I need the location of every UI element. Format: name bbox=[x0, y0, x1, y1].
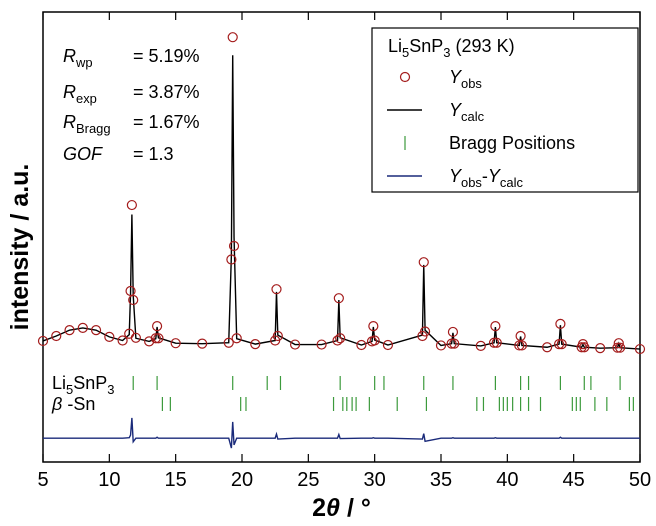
obs-point bbox=[170, 338, 181, 349]
obs-point bbox=[418, 257, 429, 268]
obs-point bbox=[332, 335, 343, 346]
x-tick-label: 35 bbox=[430, 469, 452, 491]
obs-point bbox=[335, 333, 346, 344]
obs-point bbox=[612, 342, 623, 353]
obs-point bbox=[356, 339, 367, 351]
obs-point bbox=[553, 339, 565, 350]
obs-point bbox=[226, 254, 237, 265]
obs-point bbox=[51, 330, 62, 342]
obs-point bbox=[227, 32, 238, 43]
obs-point bbox=[228, 240, 240, 252]
obs-point bbox=[223, 337, 234, 348]
obs-point bbox=[447, 326, 459, 338]
obs-point bbox=[475, 340, 486, 351]
obs-point bbox=[614, 342, 626, 353]
y-axis-label: intensity / a.u. bbox=[6, 164, 34, 331]
obs-point bbox=[153, 333, 164, 344]
phase-label: Li5SnP3 bbox=[52, 373, 115, 397]
obs-point bbox=[289, 339, 301, 350]
obs-point bbox=[316, 339, 327, 350]
obs-point bbox=[231, 333, 242, 344]
obs-point bbox=[117, 335, 128, 346]
obs-point bbox=[516, 340, 528, 351]
obs-point bbox=[104, 331, 115, 342]
x-tick-label: 45 bbox=[563, 469, 585, 491]
stat-value: = 3.87% bbox=[133, 82, 200, 102]
stat-value: = 1.3 bbox=[133, 144, 174, 164]
obs-point bbox=[491, 337, 502, 348]
legend-label: Yobs-Ycalc bbox=[449, 166, 523, 190]
obs-point bbox=[613, 338, 624, 349]
obs-point bbox=[250, 339, 261, 350]
obs-point bbox=[382, 339, 394, 351]
obs-point bbox=[514, 340, 525, 351]
plot-frame bbox=[42, 11, 641, 463]
obs-point bbox=[555, 318, 566, 329]
x-tick-label: 15 bbox=[165, 469, 187, 491]
obs-point bbox=[333, 293, 344, 304]
x-tick-label: 10 bbox=[98, 469, 120, 491]
obs-point bbox=[272, 330, 283, 342]
stat-value: = 1.67% bbox=[133, 112, 200, 132]
obs-point bbox=[130, 332, 141, 343]
obs-point bbox=[197, 338, 208, 349]
obs-point bbox=[634, 343, 646, 355]
obs-point bbox=[151, 321, 163, 332]
phase-label: β -Sn bbox=[51, 394, 95, 414]
stat-symbol: Rwp bbox=[63, 46, 93, 70]
legend-title: Li5SnP3 (293 K) bbox=[388, 36, 515, 60]
obs-point bbox=[37, 335, 49, 347]
obs-point bbox=[595, 343, 606, 354]
x-tick-label: 5 bbox=[37, 469, 48, 491]
x-tick-label: 20 bbox=[231, 469, 253, 491]
obs-point bbox=[579, 342, 590, 353]
obs-point bbox=[488, 337, 500, 348]
x-tick-label: 25 bbox=[297, 469, 319, 491]
stat-symbol: GOF bbox=[63, 144, 103, 164]
obs-point bbox=[368, 321, 379, 332]
obs-point bbox=[126, 199, 137, 211]
obs-point bbox=[64, 325, 75, 336]
legend-label: Yobs bbox=[449, 67, 482, 91]
obs-point bbox=[490, 321, 501, 332]
legend-symbol bbox=[399, 71, 411, 83]
x-tick-label: 50 bbox=[629, 469, 651, 491]
obs-point bbox=[435, 340, 447, 351]
x-tick-label: 40 bbox=[496, 469, 518, 491]
obs-point bbox=[271, 284, 282, 295]
obs-point bbox=[150, 333, 161, 344]
obs-point bbox=[542, 342, 553, 353]
obs-point bbox=[144, 336, 155, 347]
stat-value: = 5.19% bbox=[133, 46, 200, 66]
legend-label: Bragg Positions bbox=[449, 133, 575, 153]
obs-point bbox=[369, 335, 380, 346]
x-axis-label: 2θ / ° bbox=[312, 494, 371, 522]
obs-point bbox=[556, 339, 567, 350]
obs-point bbox=[515, 330, 526, 342]
stat-symbol: Rexp bbox=[63, 82, 97, 106]
stat-symbol: RBragg bbox=[63, 112, 111, 136]
x-tick-label: 30 bbox=[364, 469, 386, 491]
obs-point bbox=[77, 322, 88, 333]
obs-point bbox=[446, 338, 457, 349]
legend-label: Ycalc bbox=[449, 100, 485, 124]
obs-point bbox=[90, 325, 102, 336]
series-line bbox=[43, 417, 640, 449]
obs-point bbox=[419, 326, 431, 337]
obs-point bbox=[125, 285, 136, 297]
obs-point bbox=[128, 294, 139, 306]
obs-point bbox=[449, 338, 460, 349]
